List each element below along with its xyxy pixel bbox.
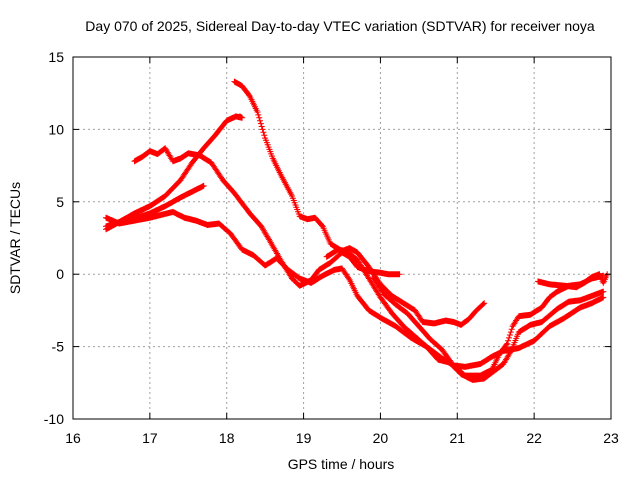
x-tick-label: 23	[603, 430, 619, 446]
series-track-d	[103, 208, 607, 370]
x-tick-label: 21	[449, 430, 465, 446]
chart-title: Day 070 of 2025, Sidereal Day-to-day VTE…	[85, 18, 595, 34]
grid	[73, 57, 611, 419]
data-point-markers	[535, 271, 611, 291]
plot-frame	[72, 56, 612, 420]
x-axis-label: GPS time / hours	[288, 456, 395, 472]
data-point-markers	[103, 208, 607, 370]
x-tick-label: 17	[142, 430, 158, 446]
y-tick-label: -10	[44, 411, 64, 427]
x-tick-label: 19	[296, 430, 312, 446]
axis-ticks: 16 17 18 19 20 21 22 23 -10 -5 0 5 10 15	[44, 49, 619, 446]
y-tick-label: 10	[48, 121, 64, 137]
y-axis-label: SDTVAR / TECUs	[7, 182, 23, 294]
series-track-e	[231, 78, 488, 328]
plot-area	[103, 78, 611, 383]
y-tick-label: 5	[56, 194, 64, 210]
x-tick-label: 22	[526, 430, 542, 446]
y-tick-label: 0	[56, 266, 64, 282]
x-tick-label: 16	[65, 430, 81, 446]
x-tick-label: 18	[219, 430, 235, 446]
data-point-markers	[231, 78, 488, 328]
x-tick-label: 20	[373, 430, 389, 446]
series-track-h	[535, 271, 611, 291]
y-tick-label: 15	[48, 49, 64, 65]
y-tick-label: -5	[52, 339, 65, 355]
